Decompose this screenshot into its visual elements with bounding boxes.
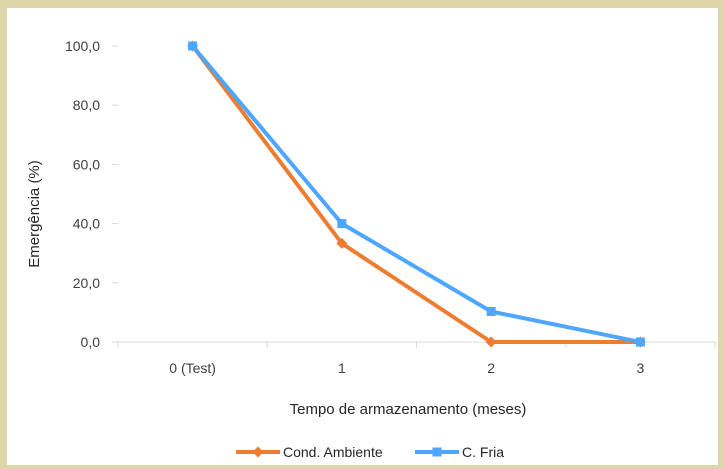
series-0-point xyxy=(336,237,348,249)
legend-marker-0 xyxy=(252,446,264,458)
x-tick-label: 1 xyxy=(338,360,346,376)
series-0-point xyxy=(485,336,497,348)
legend-label-1: C. Fria xyxy=(462,444,504,460)
y-tick-label: 0,0 xyxy=(81,334,101,350)
series-1-point xyxy=(486,307,496,317)
legend-label-0: Cond. Ambiente xyxy=(283,444,383,460)
series-markers xyxy=(187,40,646,348)
x-tick-label: 0 (Test) xyxy=(169,360,216,376)
y-axis-title: Emergência (%) xyxy=(26,160,43,268)
y-tick-label: 20,0 xyxy=(73,275,100,291)
y-tick-label: 40,0 xyxy=(73,216,100,232)
x-tick-labels: 0 (Test) 1 2 3 xyxy=(169,360,644,376)
x-axis-title: Tempo de armazenamento (meses) xyxy=(290,401,527,418)
series-line-1 xyxy=(191,44,641,344)
chart-frame: 0,0 20,0 40,0 60,0 80,0 100,0 0 (Test) 1 2 3 Eme… xyxy=(7,8,718,465)
chart-legend: Cond. Ambiente C. Fria xyxy=(236,444,504,460)
y-tick-labels: 0,0 20,0 40,0 60,0 80,0 100,0 xyxy=(65,38,100,350)
y-tick-label: 60,0 xyxy=(73,156,100,172)
chart-axes xyxy=(112,45,716,348)
series-lines xyxy=(191,44,641,344)
series-1-point xyxy=(337,219,347,229)
series-1-point xyxy=(635,337,645,347)
x-tick-label: 2 xyxy=(487,360,495,376)
y-tick-label: 80,0 xyxy=(73,97,100,113)
x-tick-label: 3 xyxy=(636,360,644,376)
legend-marker-1 xyxy=(432,447,442,457)
series-line-0 xyxy=(191,44,641,344)
line-chart: 0,0 20,0 40,0 60,0 80,0 100,0 0 (Test) 1 2 3 Eme… xyxy=(26,38,716,460)
series-1-point xyxy=(188,41,198,51)
y-tick-label: 100,0 xyxy=(65,38,100,54)
